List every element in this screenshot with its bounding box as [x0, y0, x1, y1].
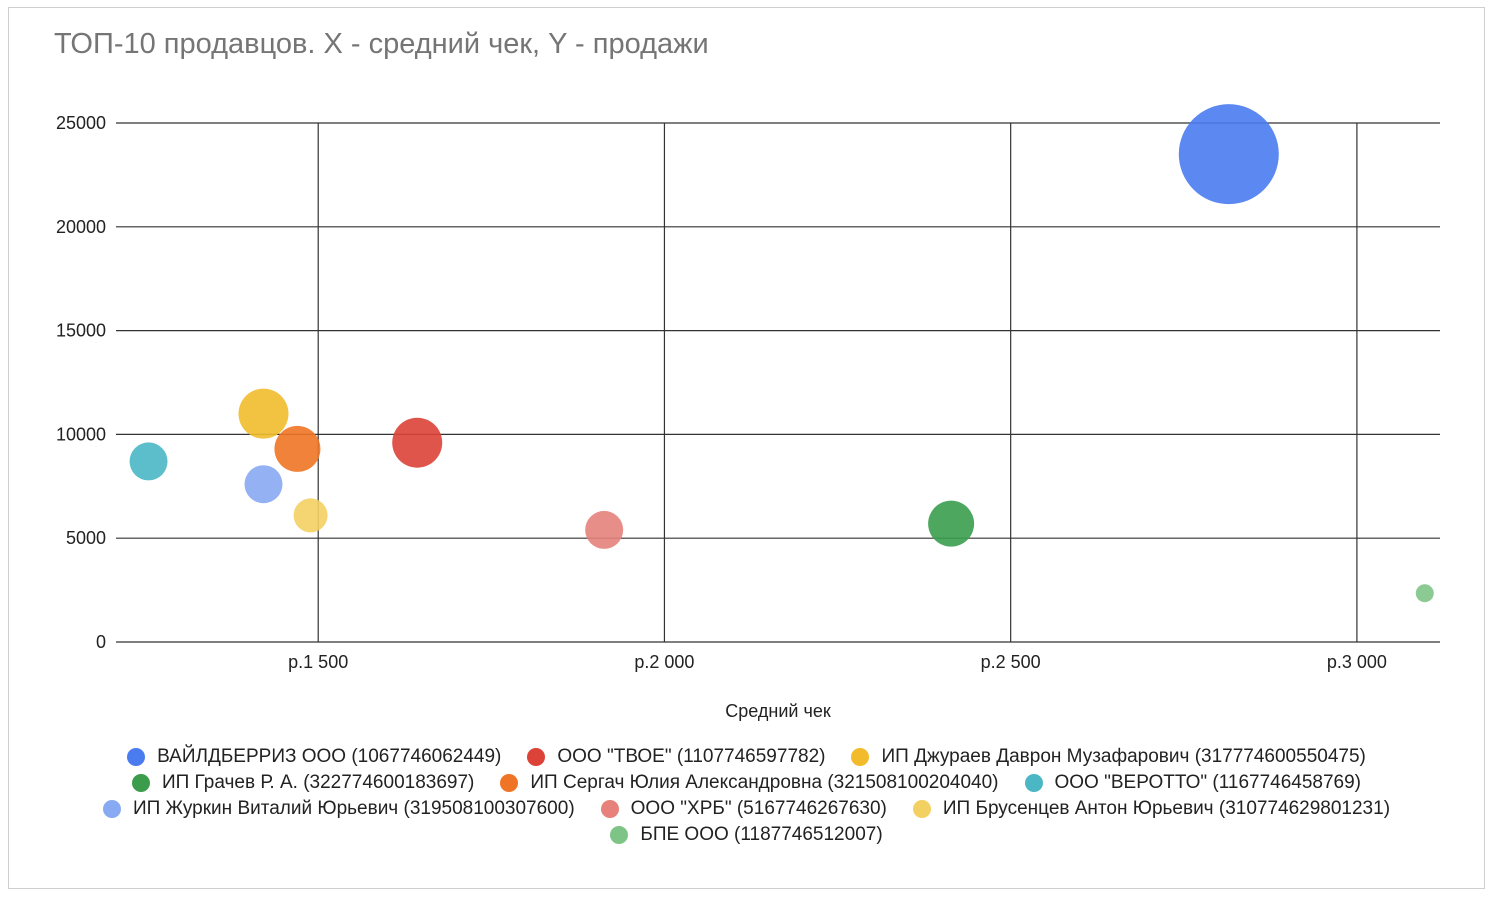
y-tick-label: 25000: [56, 113, 106, 133]
legend-label: ИП Джураев Даврон Музафарович (317774600…: [881, 746, 1366, 767]
legend-label: ИП Грачев Р. А. (322774600183697): [161, 772, 475, 793]
legend-label: ИП Сергач Юлия Александровна (3215081002…: [530, 772, 999, 793]
bubble-point: [293, 498, 328, 533]
bubble-point: [928, 500, 975, 547]
bubble-point: [1415, 584, 1434, 603]
legend-item: ИП Брусенцев Антон Юрьевич (310774629801…: [912, 798, 1391, 820]
legend-marker: [102, 800, 121, 818]
legend-label: ООО "ВЕРОТТО" (1167746458769): [1054, 772, 1362, 793]
x-tick-label: р.1 500: [288, 652, 348, 672]
y-tick-label: 10000: [56, 424, 106, 444]
legend-marker: [131, 774, 150, 792]
legend-marker: [600, 800, 619, 818]
legend-marker: [851, 748, 870, 766]
legend-marker: [500, 774, 519, 792]
legend-label: БПЕ ООО (1187746512007): [640, 824, 883, 845]
legend-label: ВАЙЛДБЕРРИЗ ООО (1067746062449): [157, 746, 502, 767]
legend-row: ИП Грачев Р. А. (322774600183697) ИП Серг…: [0, 770, 1493, 796]
legend-item: ИП Сергач Юлия Александровна (3215081002…: [500, 772, 999, 794]
legend-item: ВАЙЛДБЕРРИЗ ООО (1067746062449): [127, 746, 501, 768]
legend-label: ИП Журкин Виталий Юрьевич (3195081003076…: [132, 798, 575, 819]
legend-marker: [610, 826, 629, 844]
bubble-point: [274, 425, 321, 472]
chart-legend: ВАЙЛДБЕРРИЗ ООО (1067746062449) ООО "ТВОЕ…: [0, 744, 1493, 848]
legend-item: ООО "ХРБ" (5167746267630): [600, 798, 887, 820]
bubble-point: [238, 388, 289, 439]
bubble-point: [129, 442, 168, 481]
legend-label: ИП Брусенцев Антон Юрьевич (310774629801…: [942, 798, 1391, 819]
legend-item: ИП Джураев Даврон Музафарович (317774600…: [851, 746, 1366, 768]
legend-row: ВАЙЛДБЕРРИЗ ООО (1067746062449) ООО "ТВОЕ…: [0, 744, 1493, 770]
legend-marker: [127, 748, 146, 766]
x-tick-label: р.3 000: [1327, 652, 1387, 672]
y-tick-label: 0: [96, 632, 106, 652]
chart-title: ТОП-10 продавцов. X - средний чек, Y - п…: [54, 28, 709, 60]
legend-label: ООО "ХРБ" (5167746267630): [630, 798, 887, 819]
legend-marker: [912, 800, 931, 818]
y-tick-label: 20000: [56, 217, 106, 237]
legend-item: ИП Грачев Р. А. (322774600183697): [131, 772, 475, 794]
x-axis-label: Средний чек: [725, 701, 831, 721]
x-tick-label: р.2 000: [634, 652, 694, 672]
legend-row: ИП Журкин Виталий Юрьевич (3195081003076…: [0, 796, 1493, 822]
x-tick-label: р.2 500: [981, 652, 1041, 672]
legend-marker: [527, 748, 546, 766]
legend-label: ООО "ТВОЕ" (1107746597782): [557, 746, 826, 767]
bubble-point: [244, 465, 283, 504]
legend-item: ООО "ВЕРОТТО" (1167746458769): [1024, 772, 1362, 794]
bubble-point: [392, 417, 443, 468]
legend-marker: [1024, 774, 1043, 792]
bubble-point: [1178, 104, 1279, 205]
y-tick-label: 15000: [56, 321, 106, 341]
bubble-point: [585, 510, 624, 549]
legend-item: ООО "ТВОЕ" (1107746597782): [527, 746, 825, 768]
legend-item: БПЕ ООО (1187746512007): [610, 824, 883, 846]
legend-row: БПЕ ООО (1187746512007): [0, 822, 1493, 848]
legend-item: ИП Журкин Виталий Юрьевич (3195081003076…: [102, 798, 575, 820]
y-tick-label: 5000: [66, 528, 106, 548]
